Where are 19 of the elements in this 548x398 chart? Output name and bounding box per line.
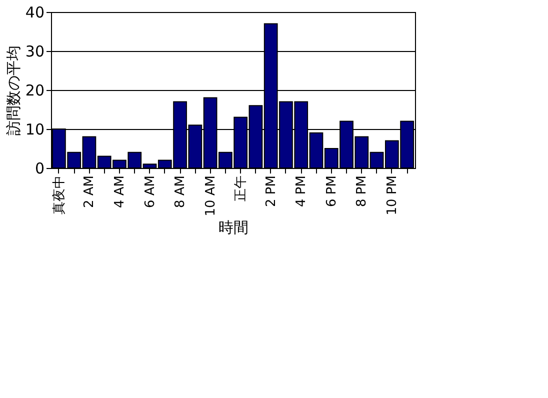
x-tick-label: 4 AM	[112, 176, 128, 208]
x-tick-label: 正午	[234, 176, 249, 202]
x-tick-label: 8 PM	[354, 176, 370, 207]
x-tick-label: 2 PM	[264, 176, 279, 207]
x-axis-title: 時間	[218, 218, 248, 236]
x-tick-label: 10 PM	[384, 176, 400, 216]
y-tick-label: 30	[25, 42, 44, 60]
x-tick-label: 6 PM	[324, 176, 340, 207]
x-tick-label: 4 PM	[294, 176, 310, 207]
x-tick-label: 2 AM	[82, 176, 98, 208]
y-tick-label: 0	[34, 160, 44, 178]
y-axis-title: 訪問数の平均	[4, 46, 22, 136]
x-tick-label: 8 AM	[173, 176, 188, 208]
x-tick-label: 6 AM	[142, 176, 158, 208]
x-tick-label: 10 AM	[203, 176, 218, 216]
x-tick-label: 真夜中	[50, 176, 67, 214]
y-tick-label: 20	[25, 82, 44, 100]
y-tick-label: 40	[25, 4, 44, 22]
y-tick-label: 10	[25, 120, 44, 138]
